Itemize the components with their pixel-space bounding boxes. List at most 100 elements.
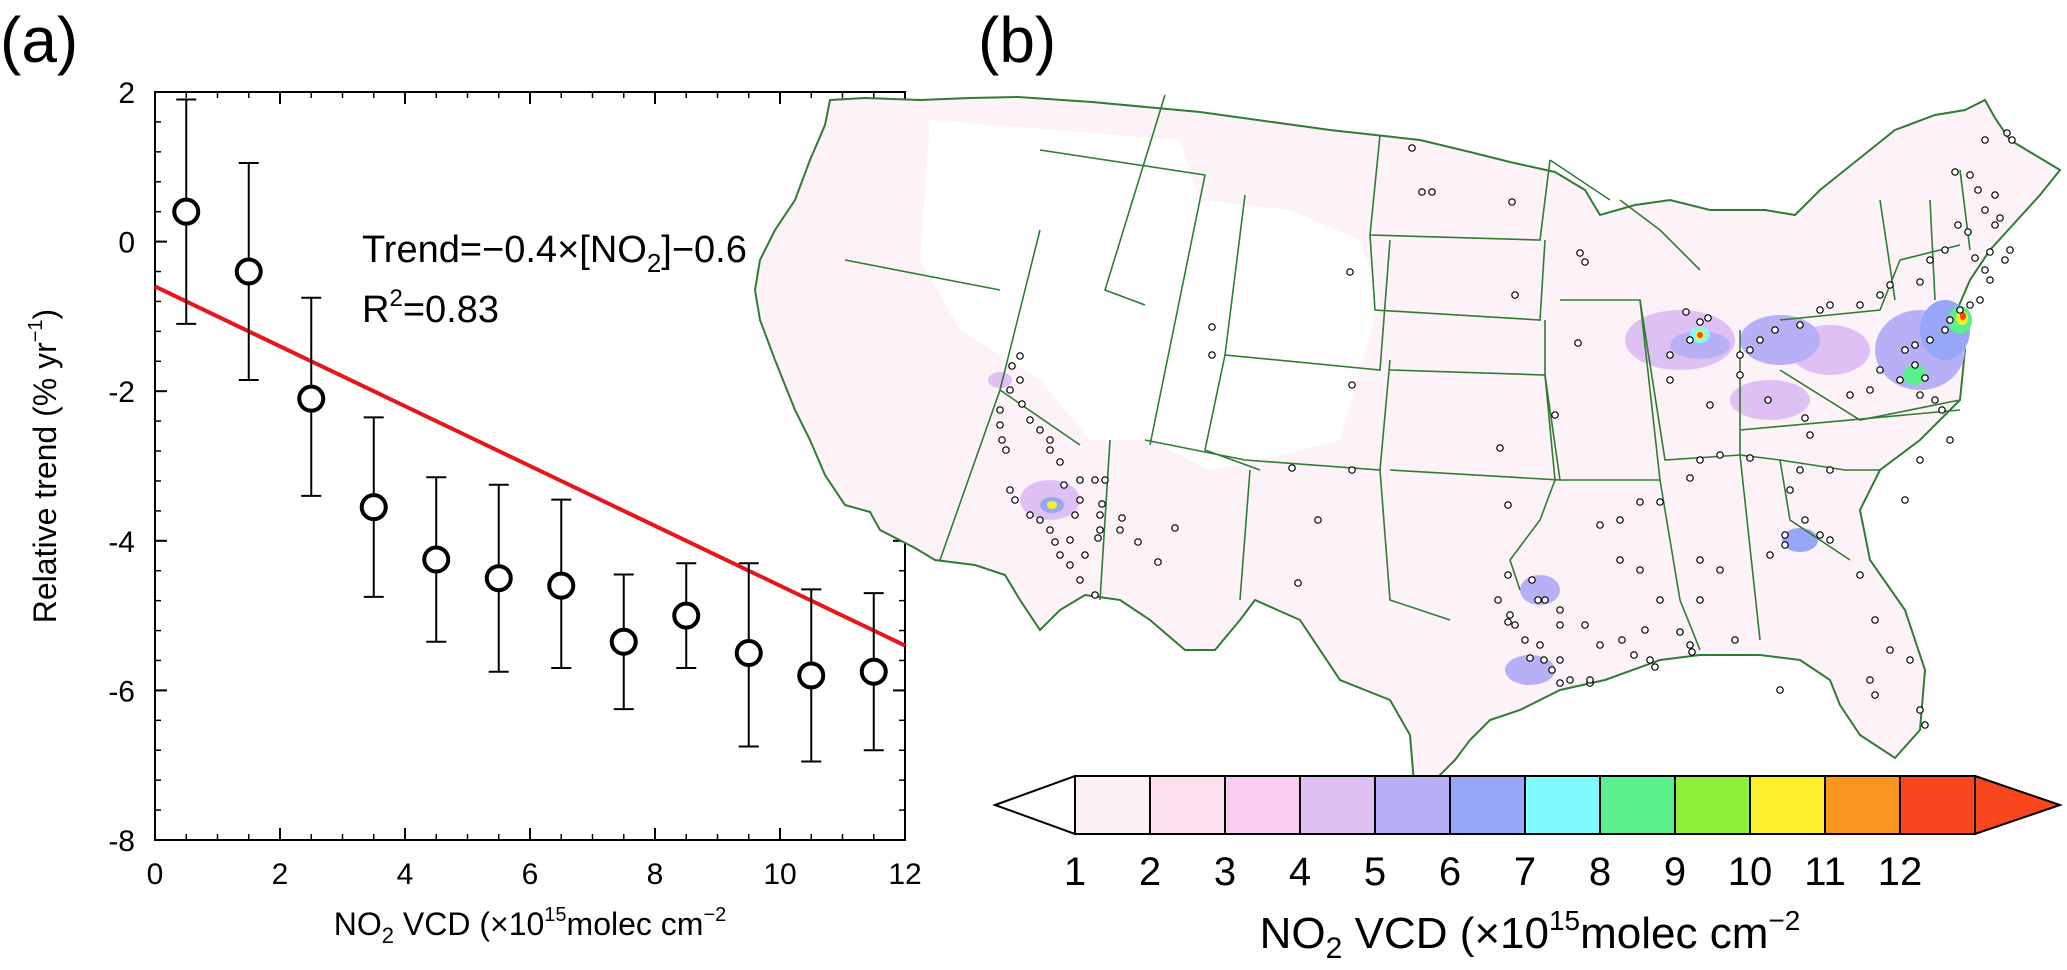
site-marker xyxy=(1616,516,1624,524)
site-marker xyxy=(1618,636,1626,644)
site-marker xyxy=(1511,621,1519,629)
site-marker xyxy=(1764,396,1772,404)
site-marker xyxy=(1941,326,1949,334)
site-marker xyxy=(1071,511,1079,519)
fit-equation: Trend=−0.4×[NO2]−0.6 xyxy=(362,229,747,278)
colorbar-tick-label: 3 xyxy=(1214,850,1236,894)
data-point xyxy=(234,257,263,286)
site-marker xyxy=(1314,516,1322,524)
site-marker xyxy=(1954,221,1962,229)
site-marker xyxy=(1996,214,2004,222)
site-marker xyxy=(1916,706,1924,714)
site-marker xyxy=(1866,386,1874,394)
site-marker xyxy=(1951,168,1959,176)
site-marker xyxy=(1971,254,1979,262)
site-marker xyxy=(1686,641,1694,649)
site-marker xyxy=(1886,646,1894,654)
y-tick-label: -8 xyxy=(108,825,135,858)
site-marker xyxy=(1896,376,1904,384)
panel-a: (a) 0 2 4 6 8 10 12 2 0 -2 -4 -6 -8 Trend=−0.4×[NO2]… xyxy=(0,4,922,948)
site-marker xyxy=(1696,456,1704,464)
colorbar-lower-arrow xyxy=(992,774,1076,836)
site-marker xyxy=(1796,466,1804,474)
site-marker xyxy=(1931,396,1939,404)
site-marker xyxy=(1521,636,1529,644)
site-marker xyxy=(1046,436,1054,444)
data-point xyxy=(547,571,576,600)
site-marker xyxy=(1418,188,1426,196)
site-marker xyxy=(1504,501,1512,509)
site-marker xyxy=(1921,721,1929,729)
site-marker xyxy=(1926,256,1934,264)
site-marker xyxy=(1596,521,1604,529)
site-marker xyxy=(1856,301,1864,309)
colorbar-cell xyxy=(1674,775,1751,835)
site-marker xyxy=(1408,144,1416,152)
site-marker xyxy=(1871,691,1879,699)
site-marker xyxy=(1938,406,1946,414)
site-marker xyxy=(1704,314,1712,322)
site-marker xyxy=(1651,663,1659,671)
site-marker xyxy=(2006,246,2014,254)
x-tick-label: 2 xyxy=(272,858,289,891)
site-marker xyxy=(1096,511,1104,519)
site-marker xyxy=(1511,291,1519,299)
site-marker xyxy=(1118,514,1126,522)
site-marker xyxy=(1526,654,1534,662)
x-tick-label: 6 xyxy=(522,858,539,891)
site-marker xyxy=(996,406,1004,414)
site-marker xyxy=(1991,191,1999,199)
site-marker xyxy=(1556,621,1564,629)
colorbar-tick-label: 12 xyxy=(1878,850,1923,894)
colorbar-tick-label: 1 xyxy=(1064,850,1086,894)
site-marker xyxy=(1098,500,1106,508)
colorbar-cell xyxy=(1224,775,1301,835)
colorbar: 1 2 3 4 5 6 7 8 9 10 11 12 NO2 VCD (×1015molec cm−2 xyxy=(992,774,2064,965)
y-tick-label: -2 xyxy=(108,376,135,409)
site-marker xyxy=(1208,351,1216,359)
site-marker xyxy=(1016,352,1024,360)
site-marker xyxy=(1981,136,1989,144)
site-marker xyxy=(1696,318,1704,326)
site-marker xyxy=(1528,576,1536,584)
colorbar-tick-label: 2 xyxy=(1139,850,1161,894)
data-point xyxy=(609,627,638,656)
y-tick-label: -4 xyxy=(108,526,135,559)
site-marker xyxy=(1826,466,1834,474)
site-marker xyxy=(1981,206,1989,214)
site-marker xyxy=(996,421,1004,429)
site-marker xyxy=(1911,341,1919,349)
no2-hotspots xyxy=(988,300,1972,685)
site-marker xyxy=(1046,526,1054,534)
site-marker xyxy=(1288,464,1296,472)
data-point xyxy=(672,601,701,630)
site-marker xyxy=(1974,186,1982,194)
site-marker xyxy=(1504,618,1512,626)
x-tick-label: 8 xyxy=(647,858,664,891)
site-marker xyxy=(1666,351,1674,359)
axis-tick-labels: 0 2 4 6 8 10 12 2 0 -2 -4 -6 -8 xyxy=(108,77,921,891)
error-bars xyxy=(176,98,884,763)
site-marker xyxy=(1946,436,1954,444)
colorbar-cell xyxy=(1299,775,1376,835)
site-marker xyxy=(1026,416,1034,424)
site-marker xyxy=(1494,596,1502,604)
site-marker xyxy=(1091,476,1099,484)
site-marker xyxy=(1921,374,1929,382)
panel-b-label: (b) xyxy=(978,4,1056,76)
site-marker xyxy=(1656,596,1664,604)
colorbar-cell xyxy=(1749,775,1826,835)
site-marker xyxy=(1636,498,1644,506)
site-marker xyxy=(1796,321,1804,329)
monitoring-sites xyxy=(996,129,2016,729)
site-marker xyxy=(1706,401,1714,409)
site-marker xyxy=(1871,616,1879,624)
site-marker xyxy=(1746,346,1754,354)
site-marker xyxy=(1566,676,1574,684)
site-marker xyxy=(1076,576,1084,584)
site-marker xyxy=(1991,221,1999,229)
site-marker xyxy=(1926,336,1934,344)
site-marker xyxy=(1018,400,1026,408)
site-marker xyxy=(1866,676,1874,684)
site-marker xyxy=(1586,676,1594,684)
